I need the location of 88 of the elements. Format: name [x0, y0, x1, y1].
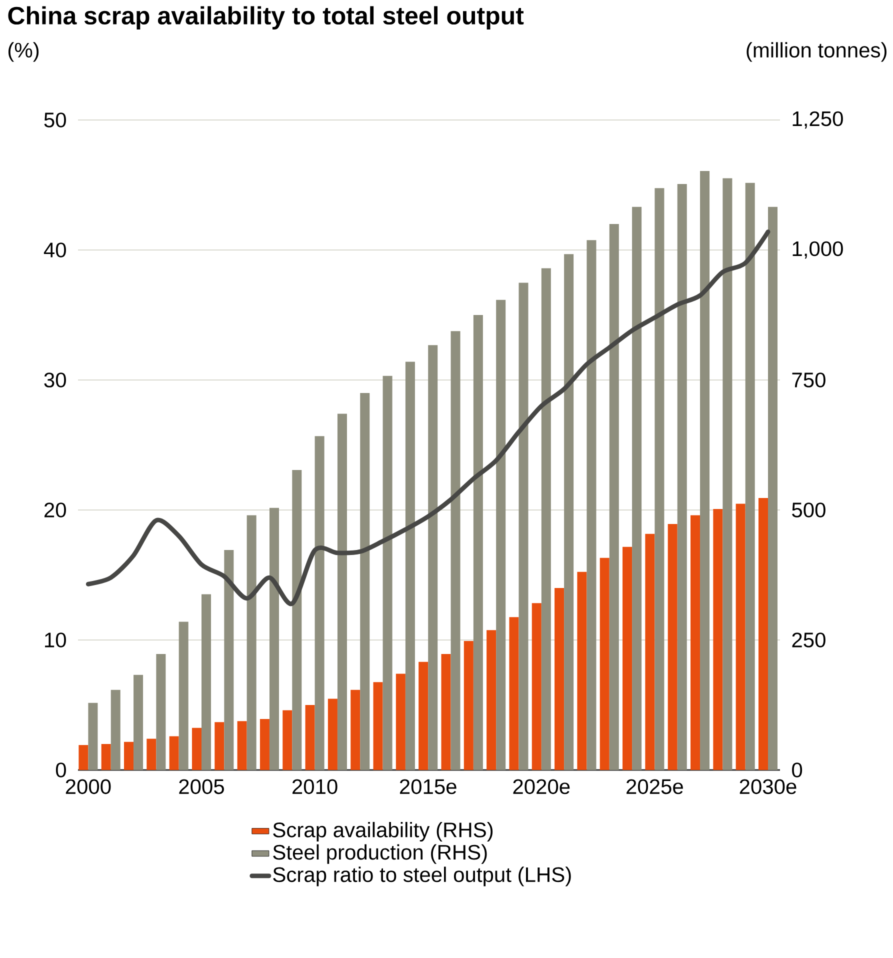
bar [202, 594, 212, 770]
bar [350, 690, 360, 770]
bar [337, 414, 347, 770]
y-tick-label: 50 [44, 112, 66, 128]
bar [214, 722, 224, 770]
bar [736, 504, 746, 770]
y-tick-label: 0 [56, 762, 66, 778]
y2-axis-title: (million tonnes) [746, 42, 886, 62]
bar [134, 674, 144, 770]
bar [745, 182, 755, 770]
bar [441, 654, 451, 770]
x-tick-label: 2030e [740, 779, 796, 794]
x-tick-label: 2000 [66, 779, 111, 794]
y2-tick-label: 750 [792, 372, 826, 388]
bar [554, 588, 564, 770]
bar [654, 188, 664, 770]
bar [428, 345, 438, 770]
bar [237, 721, 247, 770]
y2-tick-label: 1,000 [792, 241, 843, 259]
bar [382, 376, 392, 770]
bar [600, 558, 610, 770]
bar [292, 470, 302, 770]
bar [677, 184, 687, 770]
bar [496, 300, 506, 770]
bar [473, 314, 483, 770]
bar [314, 436, 324, 770]
bar [632, 206, 642, 770]
bar [700, 170, 710, 770]
bar [124, 742, 134, 770]
bar [246, 515, 256, 770]
bar [305, 704, 315, 770]
bar [768, 206, 778, 770]
y-tick-label: 40 [44, 242, 66, 258]
bar [192, 728, 202, 770]
y2-tick-label: 250 [792, 632, 826, 648]
bar [541, 268, 551, 770]
chart-title: China scrap availability to total steel output [8, 6, 524, 30]
bar [178, 622, 188, 770]
y-axis-title: (%) [8, 42, 39, 62]
bar [373, 682, 383, 770]
bar [405, 362, 415, 770]
bar [609, 224, 619, 770]
bar [722, 178, 732, 770]
bar [146, 738, 156, 770]
bar [518, 282, 528, 770]
y-tick-label: 20 [44, 502, 66, 518]
bar [88, 702, 98, 770]
bar [396, 674, 406, 770]
bar [577, 572, 587, 770]
x-tick-label: 2005 [179, 779, 224, 794]
bar [110, 690, 120, 770]
y2-tick-label: 0 [792, 762, 802, 778]
legend-label: Steel production (RHS) [273, 844, 487, 864]
bar [328, 698, 338, 770]
y-tick-label: 10 [45, 632, 66, 648]
y-tick-label: 30 [44, 372, 66, 388]
x-tick-label: 2025e [626, 779, 683, 794]
bar [486, 630, 496, 770]
bar [645, 534, 655, 770]
bar [269, 508, 279, 770]
bar [668, 524, 678, 770]
bar [101, 744, 111, 770]
bar [532, 603, 542, 770]
bar [169, 736, 179, 770]
bar [586, 240, 596, 770]
bar [464, 641, 474, 770]
bar [418, 662, 428, 770]
line-series [86, 230, 770, 606]
bar [224, 550, 234, 770]
y2-tick-label: 1,250 [792, 111, 843, 129]
bar [509, 617, 519, 770]
bar [156, 654, 166, 770]
y2-tick-label: 500 [792, 502, 826, 518]
legend-label: Scrap ratio to steel output (LHS) [273, 866, 571, 886]
x-tick-label: 2015e [400, 779, 456, 794]
bar [690, 515, 700, 770]
legend-label: Scrap availability (RHS) [273, 822, 493, 842]
x-tick-label: 2010 [292, 779, 338, 794]
bar [713, 508, 723, 770]
bar [758, 498, 768, 770]
bar [260, 719, 270, 770]
x-tick-label: 2020e [513, 779, 570, 794]
bar [564, 254, 574, 770]
bar [360, 392, 370, 770]
bar [78, 745, 88, 770]
bar [282, 710, 292, 770]
bar [622, 546, 632, 770]
bar [450, 331, 460, 770]
